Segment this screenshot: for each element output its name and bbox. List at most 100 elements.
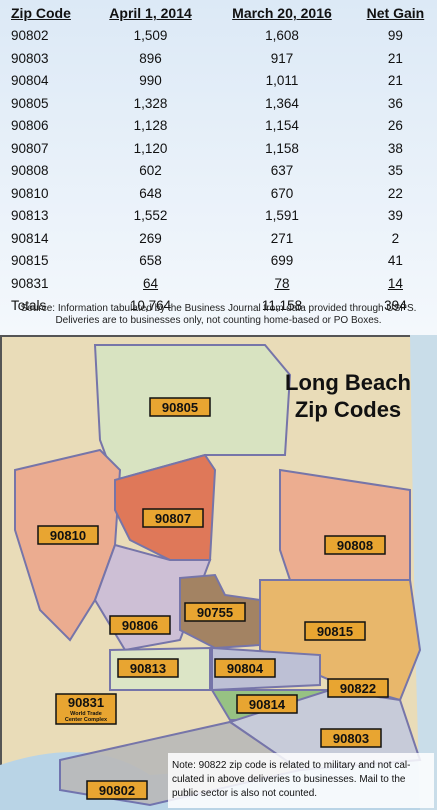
- table-row: 90805 1,328 1,364 36: [0, 92, 437, 115]
- cell: 78: [274, 275, 290, 291]
- cell: 637: [270, 163, 294, 179]
- zip-label: 90822: [340, 681, 376, 696]
- cell: 917: [270, 50, 294, 66]
- cell: 90802: [11, 28, 49, 44]
- source-note: Source: Information tabulated by the Bus…: [0, 303, 437, 327]
- cell: 1,608: [265, 28, 299, 44]
- table-row: 90810 648 670 22: [0, 182, 437, 205]
- cell: 1,120: [133, 140, 168, 156]
- cell: 90803: [11, 50, 49, 66]
- cell: 1,591: [265, 208, 299, 224]
- cell: 90810: [11, 185, 49, 201]
- zip-label: 90803: [333, 731, 369, 746]
- zip-label-box: [184, 602, 246, 622]
- cell: 14: [387, 275, 403, 291]
- cell: 90831: [11, 275, 49, 291]
- cell: 896: [139, 50, 162, 66]
- column-header: Net Gain: [366, 5, 425, 22]
- note-line: culated in above deliveries to businesse…: [172, 774, 406, 785]
- cell: 1,509: [133, 28, 168, 44]
- zip-label: 90755: [197, 605, 233, 620]
- cell: 64: [143, 275, 159, 291]
- zip-label: 90831: [68, 695, 104, 710]
- zip-label: 90804: [227, 661, 264, 676]
- cell: 41: [387, 253, 403, 269]
- table-panel: Zip Code April 1, 2014 March 20, 2016 Net G…: [0, 0, 437, 335]
- cell: 11,158: [261, 298, 303, 314]
- zip-label: 90802: [99, 783, 135, 798]
- zip-sublabel: World Trade: [70, 711, 102, 717]
- cell: 35: [387, 163, 403, 179]
- delivery-table: Zip Code April 1, 2014 March 20, 2016 Net G…: [0, 2, 437, 317]
- cell: 1,128: [133, 118, 168, 134]
- cell: 99: [387, 28, 403, 44]
- cell: 90806: [11, 118, 49, 134]
- cell: 670: [270, 185, 294, 201]
- zip-label-box: [109, 615, 171, 635]
- source-line: Deliveries are to businesses only, not c…: [55, 315, 382, 326]
- table-row: 90806 1,128 1,154 26: [0, 115, 437, 138]
- zip-sublabel: Center Complex: [65, 717, 108, 723]
- note-line: public sector is also not counted.: [172, 788, 317, 799]
- cell: 699: [270, 253, 294, 269]
- table-row: 90802 1,509 1,608 99: [0, 25, 437, 48]
- cell: 990: [139, 73, 162, 89]
- note-box: [168, 753, 434, 808]
- source-line: Source: Information tabulated by the Bus…: [20, 303, 417, 314]
- zip-label-box: [142, 508, 204, 528]
- cell: 1,552: [133, 208, 168, 224]
- cell: 1,154: [265, 118, 299, 134]
- cell: 1,364: [265, 95, 299, 111]
- cell: 1,328: [133, 95, 168, 111]
- zip-label-box: [327, 678, 389, 698]
- zip-label: 90807: [155, 511, 191, 526]
- zip-label-box: [86, 780, 148, 800]
- cell: 2: [391, 230, 400, 246]
- table-row: 90814 269 271 2: [0, 227, 437, 250]
- table-row: Totals 10,764 11,158 394: [0, 295, 437, 318]
- cell: 38: [387, 140, 403, 156]
- zip-label-box: [149, 397, 211, 417]
- table-row: 90815 658 699 41: [0, 250, 437, 273]
- cell: 90814: [11, 230, 49, 246]
- zip-label: 90810: [50, 528, 86, 543]
- zip-label: 90815: [317, 624, 353, 639]
- cell: 21: [387, 50, 403, 66]
- water: [410, 335, 437, 810]
- zip-label-box: [304, 621, 366, 641]
- zip-label-box: [324, 535, 386, 555]
- cell: 10,764: [129, 298, 172, 314]
- column-header: April 1, 2014: [109, 5, 192, 22]
- cell: 394: [384, 298, 407, 314]
- table-row: 90831 64 78 14: [0, 272, 437, 295]
- note-line: Note: 90822 zip code is related to milit…: [172, 760, 410, 771]
- zip-label: 90805: [162, 400, 198, 415]
- cell: 648: [139, 185, 162, 201]
- table-row: 90803 896 917 21: [0, 47, 437, 70]
- zip-label-box: [236, 694, 298, 714]
- cell: 90815: [11, 253, 49, 269]
- table-row: 90804 990 1,011 21: [0, 70, 437, 93]
- cell: 269: [139, 230, 162, 246]
- cell: 36: [387, 95, 403, 111]
- zip-label-box: [55, 693, 117, 725]
- column-header: March 20, 2016: [232, 5, 332, 22]
- table-row: 90808 602 637 35: [0, 160, 437, 183]
- zip-label: 90806: [122, 618, 158, 633]
- column-header: Zip Code: [11, 5, 71, 22]
- cell: 26: [387, 118, 403, 134]
- cell: 21: [387, 73, 403, 89]
- cell: 90804: [11, 73, 49, 89]
- cell: Totals: [11, 298, 47, 314]
- cell: 271: [270, 230, 294, 246]
- cell: 658: [139, 253, 162, 269]
- cell: 1,158: [265, 140, 299, 156]
- cell: 602: [139, 163, 162, 179]
- table-row: 90813 1,552 1,591 39: [0, 205, 437, 228]
- map-title: Zip Codes: [295, 397, 401, 422]
- zip-label-box: [117, 658, 179, 678]
- cell: 90813: [11, 208, 49, 224]
- zip-label: 90814: [249, 697, 286, 712]
